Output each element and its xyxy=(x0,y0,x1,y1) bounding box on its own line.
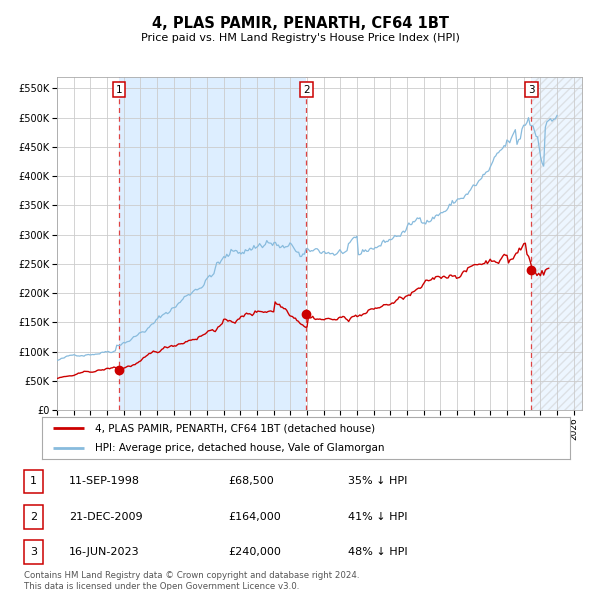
Text: 48% ↓ HPI: 48% ↓ HPI xyxy=(348,548,407,557)
Text: 4, PLAS PAMIR, PENARTH, CF64 1BT (detached house): 4, PLAS PAMIR, PENARTH, CF64 1BT (detach… xyxy=(95,423,375,433)
Text: 2: 2 xyxy=(303,84,310,94)
Text: 41% ↓ HPI: 41% ↓ HPI xyxy=(348,512,407,522)
Text: 11-SEP-1998: 11-SEP-1998 xyxy=(69,477,140,486)
Text: Price paid vs. HM Land Registry's House Price Index (HPI): Price paid vs. HM Land Registry's House … xyxy=(140,34,460,43)
Text: £240,000: £240,000 xyxy=(228,548,281,557)
Text: 3: 3 xyxy=(30,548,37,557)
Text: £68,500: £68,500 xyxy=(228,477,274,486)
Text: HPI: Average price, detached house, Vale of Glamorgan: HPI: Average price, detached house, Vale… xyxy=(95,444,385,453)
Text: 1: 1 xyxy=(30,477,37,486)
Text: Contains HM Land Registry data © Crown copyright and database right 2024.
This d: Contains HM Land Registry data © Crown c… xyxy=(24,571,359,590)
Bar xyxy=(532,77,582,410)
Text: 16-JUN-2023: 16-JUN-2023 xyxy=(69,548,140,557)
Text: 21-DEC-2009: 21-DEC-2009 xyxy=(69,512,143,522)
Text: 2: 2 xyxy=(30,512,37,522)
Bar xyxy=(307,77,532,410)
Text: 4, PLAS PAMIR, PENARTH, CF64 1BT: 4, PLAS PAMIR, PENARTH, CF64 1BT xyxy=(151,16,449,31)
Text: 3: 3 xyxy=(528,84,535,94)
Bar xyxy=(119,77,307,410)
Text: £164,000: £164,000 xyxy=(228,512,281,522)
Text: 35% ↓ HPI: 35% ↓ HPI xyxy=(348,477,407,486)
Text: 1: 1 xyxy=(116,84,122,94)
